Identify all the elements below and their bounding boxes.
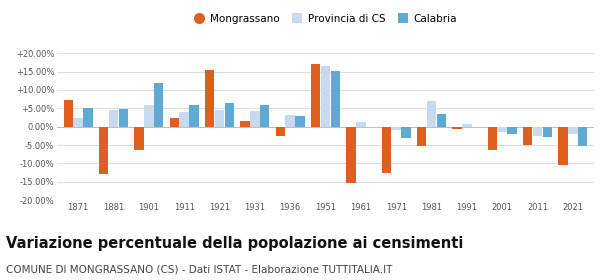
Bar: [311, 64, 320, 127]
Bar: [417, 127, 426, 146]
Bar: [533, 127, 542, 136]
Bar: [250, 111, 260, 127]
Bar: [154, 83, 163, 127]
Bar: [179, 112, 189, 127]
Bar: [568, 127, 578, 134]
Bar: [225, 103, 234, 127]
Bar: [401, 127, 411, 138]
Legend: Mongrassano, Provincia di CS, Calabria: Mongrassano, Provincia di CS, Calabria: [192, 11, 459, 26]
Bar: [99, 127, 109, 174]
Bar: [331, 71, 340, 127]
Bar: [205, 71, 214, 127]
Bar: [144, 105, 154, 127]
Bar: [73, 118, 83, 127]
Bar: [558, 127, 568, 165]
Bar: [346, 127, 356, 183]
Bar: [190, 105, 199, 127]
Bar: [83, 108, 93, 127]
Bar: [462, 124, 472, 127]
Bar: [578, 127, 587, 146]
Text: Variazione percentuale della popolazione ai censimenti: Variazione percentuale della popolazione…: [6, 236, 463, 251]
Bar: [497, 127, 507, 132]
Bar: [215, 110, 224, 127]
Bar: [523, 127, 532, 145]
Bar: [542, 127, 552, 137]
Bar: [240, 121, 250, 127]
Bar: [170, 118, 179, 127]
Bar: [437, 114, 446, 127]
Bar: [356, 122, 365, 127]
Bar: [64, 100, 73, 127]
Text: COMUNE DI MONGRASSANO (CS) - Dati ISTAT - Elaborazione TUTTITALIA.IT: COMUNE DI MONGRASSANO (CS) - Dati ISTAT …: [6, 265, 392, 275]
Bar: [391, 127, 401, 130]
Bar: [321, 66, 330, 127]
Bar: [488, 127, 497, 150]
Bar: [119, 109, 128, 127]
Bar: [295, 116, 305, 127]
Bar: [286, 115, 295, 127]
Bar: [109, 110, 118, 127]
Bar: [427, 101, 436, 127]
Bar: [382, 127, 391, 173]
Bar: [508, 127, 517, 134]
Bar: [275, 127, 285, 136]
Bar: [260, 105, 269, 127]
Bar: [134, 127, 143, 150]
Bar: [452, 127, 461, 129]
